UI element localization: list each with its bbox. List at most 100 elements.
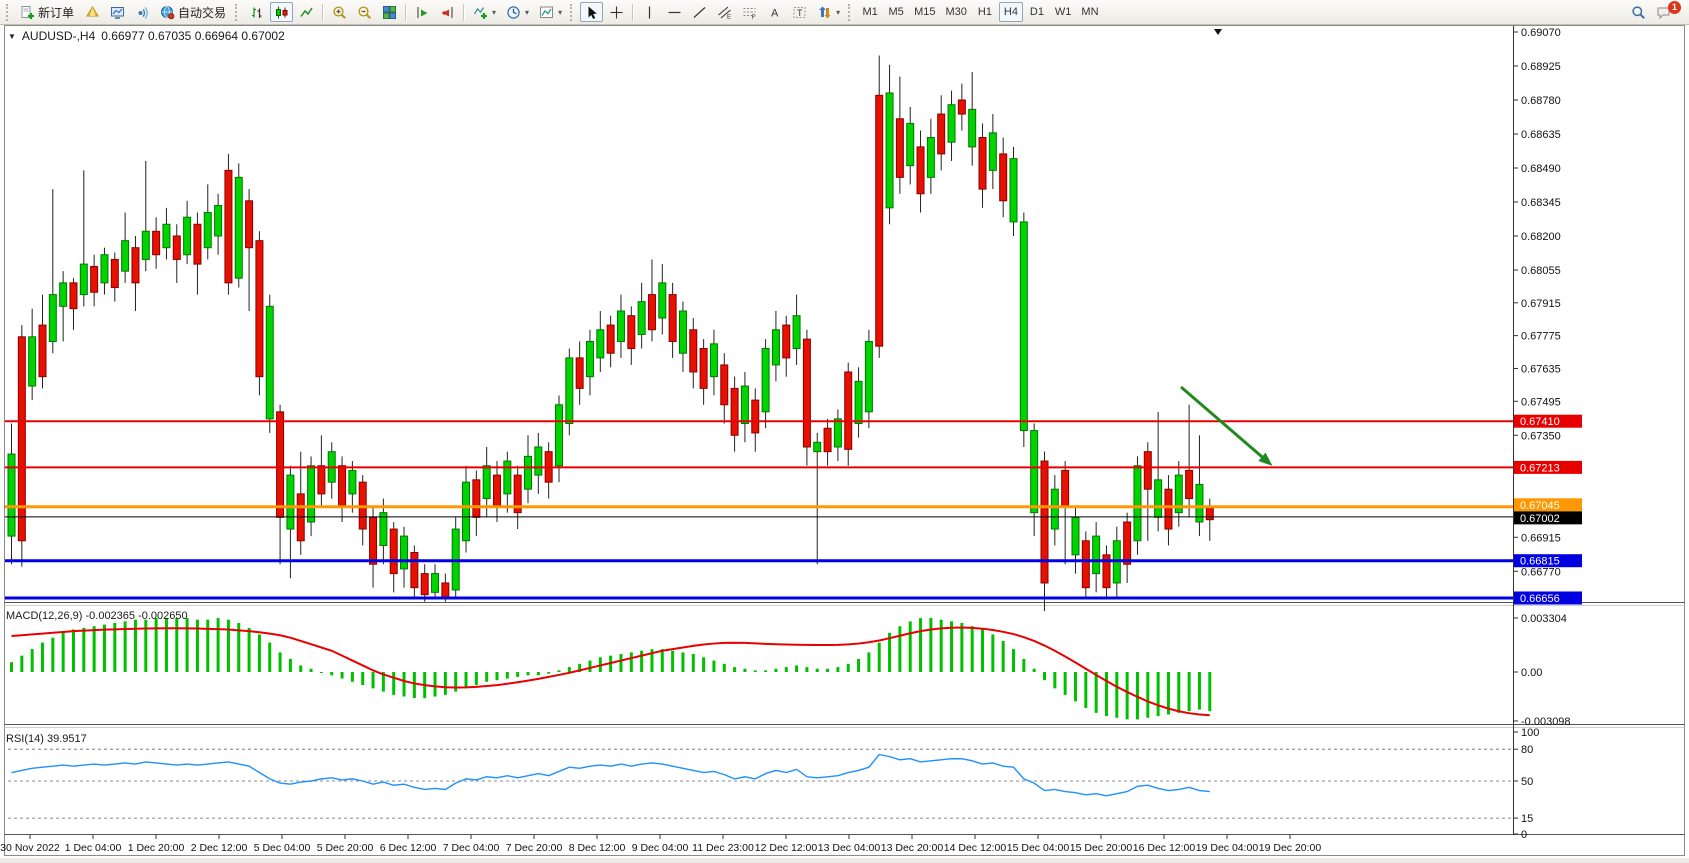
line-chart-button[interactable]: [295, 2, 318, 22]
svg-text:15 Dec 20:00: 15 Dec 20:00: [1070, 842, 1133, 854]
svg-text:13 Dec 04:00: 13 Dec 04:00: [818, 842, 881, 854]
fibo-icon: F: [743, 7, 756, 20]
symbol-dropdown-icon[interactable]: ▼: [8, 31, 16, 41]
dropdown-caret-icon[interactable]: ▾: [492, 7, 497, 17]
text-button[interactable]: A: [763, 2, 786, 22]
fibonacci-button[interactable]: F: [738, 2, 761, 22]
timeframe-w1-button[interactable]: W1: [1054, 6, 1072, 18]
svg-text:0.67775: 0.67775: [1521, 331, 1561, 343]
macd-values: -0.002365 -0.002650: [85, 610, 188, 622]
new-order-button-label: 新订单: [38, 5, 75, 20]
svg-text:0: 0: [1521, 829, 1527, 841]
svg-text:15: 15: [1521, 813, 1533, 825]
svg-text:0.67350: 0.67350: [1521, 430, 1561, 442]
svg-text:2 Dec 12:00: 2 Dec 12:00: [191, 842, 248, 854]
rsi-name: RSI(14): [6, 733, 44, 745]
zoom-out-button[interactable]: [353, 2, 376, 22]
timeframe-h1-button[interactable]: H1: [977, 6, 992, 18]
svg-text:30 Nov 2022: 30 Nov 2022: [0, 842, 60, 854]
new-order-button[interactable]: 新订单: [16, 2, 79, 22]
cursor-button[interactable]: [580, 2, 604, 22]
svg-text:0.68780: 0.68780: [1521, 95, 1561, 107]
auto-trading-button-label: 自动交易: [178, 5, 227, 20]
search-icon: [1632, 5, 1645, 19]
shift-icon: [442, 6, 453, 18]
indicators-button[interactable]: ▾: [469, 2, 500, 22]
monitor-icon: [111, 6, 125, 19]
toolbar-grip[interactable]: [6, 3, 11, 21]
svg-text:0.003304: 0.003304: [1521, 613, 1567, 625]
signals-button[interactable]: [131, 2, 154, 22]
svg-text:1 Dec 04:00: 1 Dec 04:00: [65, 842, 122, 854]
timeframe-m30-button[interactable]: M30: [945, 6, 967, 18]
chart-symbol: AUDUSD-,H4: [21, 29, 96, 43]
vertical-line-button[interactable]: [638, 2, 661, 22]
dropdown-caret-icon[interactable]: ▾: [558, 7, 563, 17]
rsi-label: RSI(14) 39.9517: [6, 733, 87, 745]
label-button[interactable]: T: [788, 2, 811, 22]
chart-canvas[interactable]: 0.69070 0.68925 0.68780 0.68635 0.68490 0.683…: [0, 25, 1689, 858]
dropdown-caret-icon[interactable]: ▾: [525, 7, 530, 17]
timeframe-mn-button[interactable]: MN: [1081, 6, 1099, 18]
metaeditor-button[interactable]: [81, 2, 104, 22]
chart-shift-button[interactable]: [436, 2, 459, 22]
chat-button[interactable]: 1: [1652, 0, 1685, 22]
tile-windows-button[interactable]: [378, 2, 401, 22]
svg-text:1 Dec 20:00: 1 Dec 20:00: [128, 842, 185, 854]
chart-title: ▼ AUDUSD-,H4 0.66977 0.67035 0.66964 0.6…: [8, 29, 285, 43]
svg-text:16 Dec 12:00: 16 Dec 12:00: [1133, 842, 1196, 854]
svg-text:0.67495: 0.67495: [1521, 396, 1561, 408]
macd-panel[interactable]: 0.003304 0.00 -0.003098: [10, 613, 1571, 728]
new-chart-button[interactable]: [106, 2, 129, 22]
rsi-panel[interactable]: 100 80 50 15 0: [8, 727, 1539, 841]
templates-button[interactable]: ▾: [535, 2, 566, 22]
timeframe-m1-button[interactable]: M1: [862, 6, 878, 18]
toolbar-grip[interactable]: [848, 3, 853, 21]
toolbar-grip[interactable]: [570, 3, 575, 21]
auto-trading-button[interactable]: 自动交易: [156, 2, 231, 22]
arrow-annotation[interactable]: [1180, 385, 1273, 466]
svg-text:7 Dec 04:00: 7 Dec 04:00: [443, 842, 500, 854]
timeframe-m15-button[interactable]: M15: [914, 6, 936, 18]
svg-text:11 Dec 23:00: 11 Dec 23:00: [692, 842, 754, 854]
crosshair-icon: [610, 6, 623, 18]
price-axis[interactable]: 0.69070 0.68925 0.68780 0.68635 0.68490 0.683…: [1513, 27, 1561, 578]
toolbar-separator: [463, 3, 466, 21]
timeframe-h4-button[interactable]: H4: [998, 2, 1023, 22]
candlestick-button[interactable]: [270, 2, 294, 22]
tile-icon: [383, 5, 397, 19]
crosshair-button[interactable]: [605, 2, 628, 22]
chart-window[interactable]: 0.69070 0.68925 0.68780 0.68635 0.68490 0.683…: [0, 25, 1689, 858]
svg-text:6 Dec 12:00: 6 Dec 12:00: [380, 842, 437, 854]
zoom-in-icon: [333, 5, 346, 19]
dropdown-caret-icon[interactable]: ▾: [836, 7, 841, 17]
arrows-button[interactable]: ▾: [813, 2, 844, 22]
toolbar-grip[interactable]: [235, 3, 240, 21]
svg-text:0.00: 0.00: [1521, 667, 1542, 679]
time-axis[interactable]: 30 Nov 2022 1 Dec 04:00 1 Dec 20:00 2 Dec 1…: [0, 835, 1321, 854]
svg-text:0.68055: 0.68055: [1521, 265, 1561, 277]
zoom-in-button[interactable]: [328, 2, 351, 22]
ind-plus-icon: [474, 6, 488, 19]
search-button[interactable]: [1627, 2, 1650, 22]
svg-text:0.67045: 0.67045: [1520, 500, 1560, 512]
svg-text:50: 50: [1521, 776, 1533, 788]
svg-text:0.68925: 0.68925: [1521, 61, 1561, 73]
auto-scroll-button[interactable]: [411, 2, 434, 22]
svg-text:0.69070: 0.69070: [1521, 27, 1561, 39]
channel-button[interactable]: E: [713, 2, 736, 22]
horizontal-line-button[interactable]: [663, 2, 686, 22]
svg-text:0.66770: 0.66770: [1521, 566, 1561, 578]
macd-label: MACD(12,26,9) -0.002365 -0.002650: [6, 610, 188, 622]
timeframe-d1-button[interactable]: D1: [1029, 6, 1044, 18]
bar-chart-button[interactable]: [245, 2, 268, 22]
chart-shift-marker[interactable]: [1214, 29, 1222, 35]
timeframe-m5-button[interactable]: M5: [888, 6, 904, 18]
periods-button[interactable]: ▾: [502, 2, 533, 22]
svg-text:E: E: [727, 14, 731, 20]
trendline-button[interactable]: [688, 2, 711, 22]
template-icon: [540, 6, 554, 18]
svg-text:0.68200: 0.68200: [1521, 231, 1561, 243]
svg-text:0.68635: 0.68635: [1521, 129, 1561, 141]
